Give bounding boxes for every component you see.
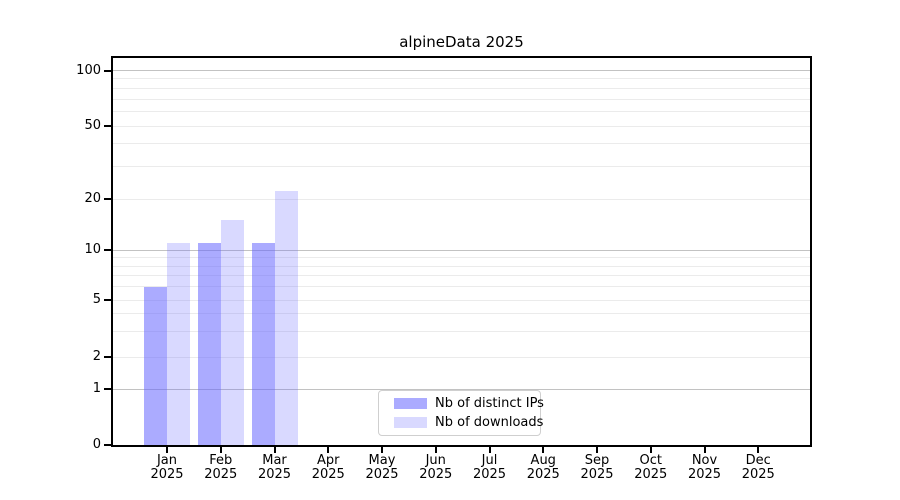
y-tick-1 <box>104 388 111 390</box>
x-tick-month: Jul <box>481 453 498 468</box>
x-tick-year: 2025 <box>687 467 722 482</box>
x-tick-nov <box>703 447 706 453</box>
y-minor-gridline-90 <box>113 78 810 80</box>
y-minor-gridline-20 <box>113 198 810 200</box>
x-tick-label-mar: Mar 2025 <box>243 454 307 482</box>
x-tick-year: 2025 <box>634 467 668 482</box>
y-minor-gridline-8 <box>113 265 810 267</box>
y-minor-gridline-70 <box>113 98 810 100</box>
x-tick-year: 2025 <box>526 467 560 482</box>
y-major-gridline-100 <box>113 70 810 71</box>
x-tick-dec <box>757 447 760 453</box>
x-tick-year: 2025 <box>150 467 184 482</box>
plot-area: Nb of distinct IPs Nb of downloads <box>111 56 812 447</box>
legend-item-downloads: Nb of downloads <box>394 415 544 431</box>
y-minor-gridline-4 <box>113 313 810 315</box>
x-tick-jun <box>434 447 437 453</box>
x-tick-jul <box>488 447 491 453</box>
x-tick-month: Nov <box>691 453 718 468</box>
x-tick-label-dec: Dec 2025 <box>726 454 790 482</box>
x-tick-year: 2025 <box>419 467 453 482</box>
legend-label-downloads: Nb of downloads <box>435 415 544 431</box>
x-tick-label-jun: Jun 2025 <box>404 454 468 482</box>
x-tick-month: Mar <box>262 453 287 468</box>
x-tick-apr <box>327 447 330 453</box>
x-tick-month: May <box>368 453 396 468</box>
y-tick-0 <box>104 444 111 446</box>
y-minor-gridline-9 <box>113 257 810 259</box>
y-tick-2 <box>104 356 111 358</box>
x-tick-month: Sep <box>584 453 610 468</box>
y-minor-gridline-60 <box>113 110 810 112</box>
x-tick-aug <box>542 447 545 453</box>
y-tick-label-5: 5 <box>92 292 101 307</box>
x-tick-label-feb: Feb 2025 <box>189 454 253 482</box>
x-tick-year: 2025 <box>257 467 292 482</box>
y-minor-gridline-7 <box>113 275 810 277</box>
x-tick-label-nov: Nov 2025 <box>673 454 737 482</box>
y-minor-gridline-50 <box>113 125 810 127</box>
y-major-gridline-10 <box>113 249 810 251</box>
x-tick-label-may: May 2025 <box>350 454 414 482</box>
legend-swatch-distinct-ips <box>394 397 427 409</box>
legend-swatch-downloads <box>394 417 427 429</box>
x-tick-month: Oct <box>639 453 662 468</box>
x-tick-month: Jan <box>156 453 178 468</box>
y-tick-label-0: 0 <box>92 437 101 452</box>
y-minor-gridline-2 <box>113 356 810 358</box>
bar-downloads-feb <box>220 220 244 445</box>
y-minor-gridline-5 <box>113 299 810 301</box>
y-minor-gridline-30 <box>113 166 810 168</box>
x-tick-month: Aug <box>530 453 556 468</box>
x-tick-jan <box>166 447 168 453</box>
x-tick-feb <box>219 447 222 453</box>
x-tick-oct <box>649 447 652 453</box>
x-tick-year: 2025 <box>204 467 238 482</box>
y-tick-label-20: 20 <box>84 191 101 206</box>
y-tick-label-50: 50 <box>84 118 101 133</box>
y-tick-label-2: 2 <box>92 349 101 364</box>
y-minor-gridline-80 <box>113 87 810 89</box>
y-tick-label-10: 10 <box>84 242 101 257</box>
chart-title: alpineData 2025 <box>399 33 524 51</box>
bar-distinct-ips-feb <box>197 243 221 445</box>
x-tick-year: 2025 <box>365 467 399 482</box>
x-tick-label-jan: Jan 2025 <box>135 454 199 482</box>
x-tick-month: Dec <box>745 453 771 468</box>
x-tick-mar <box>273 447 276 453</box>
y-tick-label-1: 1 <box>92 381 101 396</box>
x-tick-label-aug: Aug 2025 <box>511 454 575 482</box>
y-minor-gridline-40 <box>113 143 810 145</box>
x-tick-year: 2025 <box>741 467 775 482</box>
legend-label-distinct-ips: Nb of distinct IPs <box>435 395 544 411</box>
x-tick-month: Jun <box>425 453 446 468</box>
y-major-gridline-1 <box>113 388 810 390</box>
x-tick-label-sep: Sep 2025 <box>565 454 629 482</box>
x-tick-may <box>381 447 383 453</box>
bar-downloads-mar <box>274 191 298 445</box>
x-tick-year: 2025 <box>311 467 345 482</box>
bar-distinct-ips-jan <box>144 286 167 445</box>
y-tick-label-100: 100 <box>76 62 101 78</box>
x-tick-year: 2025 <box>472 467 507 482</box>
y-tick-5 <box>104 299 111 301</box>
x-tick-month: Apr <box>317 453 340 468</box>
y-tick-10 <box>104 249 111 251</box>
x-tick-sep <box>596 447 598 453</box>
legend-item-distinct-ips: Nb of distinct IPs <box>394 396 544 411</box>
x-tick-label-jul: Jul 2025 <box>458 454 522 482</box>
bar-distinct-ips-mar <box>251 243 275 445</box>
x-tick-year: 2025 <box>580 467 614 482</box>
y-minor-gridline-3 <box>113 331 810 333</box>
y-minor-gridline-6 <box>113 286 810 288</box>
y-tick-100 <box>104 69 111 72</box>
x-tick-month: Feb <box>209 453 233 468</box>
y-tick-50 <box>104 125 111 127</box>
x-tick-label-apr: Apr 2025 <box>296 454 360 482</box>
x-tick-label-oct: Oct 2025 <box>619 454 683 482</box>
y-tick-20 <box>104 198 111 200</box>
bar-downloads-jan <box>167 243 190 445</box>
legend: Nb of distinct IPs Nb of downloads <box>378 390 544 436</box>
